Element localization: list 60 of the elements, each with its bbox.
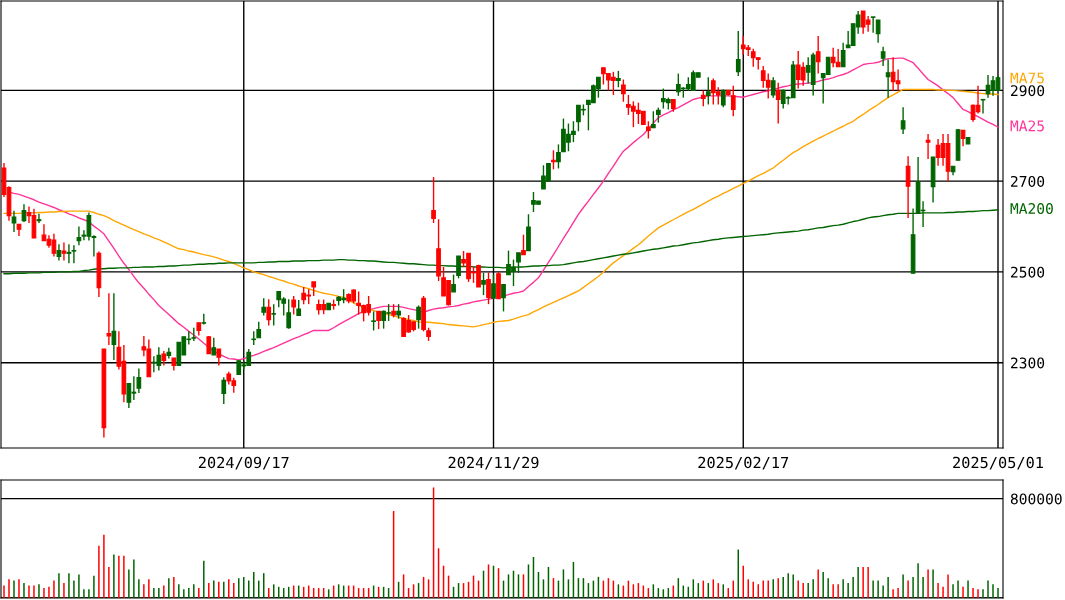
candlestick: [775, 81, 781, 125]
candlestick: [621, 78, 626, 103]
x-tick-label: 2024/11/29: [448, 456, 539, 470]
candlestick: [815, 35, 821, 75]
candlestick: [286, 298, 292, 330]
candlestick: [895, 68, 901, 92]
y-tick-label: 800000: [1010, 493, 1062, 505]
candlestick: [705, 76, 711, 106]
candlestick: [61, 241, 67, 262]
candlestick: [880, 46, 886, 67]
candlestick: [526, 213, 531, 252]
candlestick: [501, 283, 506, 313]
candlestick: [730, 85, 736, 117]
candlestick: [76, 225, 82, 246]
candlestick: [990, 75, 996, 97]
candlestick: [71, 244, 77, 264]
candlestick: [870, 16, 876, 34]
x-tick-label: 2025/05/01: [953, 456, 1043, 470]
y-tick-label: 2300: [1011, 357, 1045, 369]
candlestick: [551, 149, 556, 171]
candlestick: [491, 273, 496, 299]
y-tick-label: 2700: [1011, 175, 1045, 187]
candlestick: [556, 143, 561, 170]
candlestick: [521, 234, 526, 256]
candlestick: [765, 72, 771, 100]
x-tick-label: 2024/09/17: [198, 456, 289, 470]
candlestick: [905, 155, 911, 219]
y-tick-label: 2500: [1011, 266, 1045, 278]
candlestick: [266, 298, 272, 327]
candlestick: [36, 213, 42, 224]
candlestick: [106, 292, 112, 346]
candlestick: [11, 209, 17, 233]
series-label: MA75: [1010, 72, 1044, 84]
candlestick: [835, 48, 841, 68]
candlestick: [416, 304, 421, 330]
candlestick: [800, 61, 806, 87]
series-label: MA25: [1010, 120, 1044, 132]
candlestick: [66, 243, 72, 264]
candlestick: [486, 271, 491, 305]
candlestick: [481, 272, 486, 296]
candlestick: [840, 42, 846, 68]
candlestick: [925, 133, 931, 160]
candlestick: [770, 76, 776, 99]
x-tick-label: 2025/02/17: [698, 456, 789, 470]
candlestick: [431, 176, 436, 224]
candlestick: [371, 310, 376, 332]
candlestick: [51, 233, 57, 258]
series-label: MA200: [1010, 202, 1053, 215]
candlestick: [166, 347, 172, 360]
candlestick: [111, 292, 117, 361]
candlestick: [900, 106, 906, 135]
candlestick: [271, 303, 277, 327]
candlestick: [980, 98, 986, 115]
candlestick: [735, 30, 741, 77]
y-tick-label: 2900: [1011, 85, 1045, 97]
candlestick: [221, 376, 227, 405]
candlestick: [875, 19, 881, 44]
candlestick: [291, 295, 297, 316]
candlestick: [885, 58, 891, 99]
candlestick: [126, 382, 132, 409]
